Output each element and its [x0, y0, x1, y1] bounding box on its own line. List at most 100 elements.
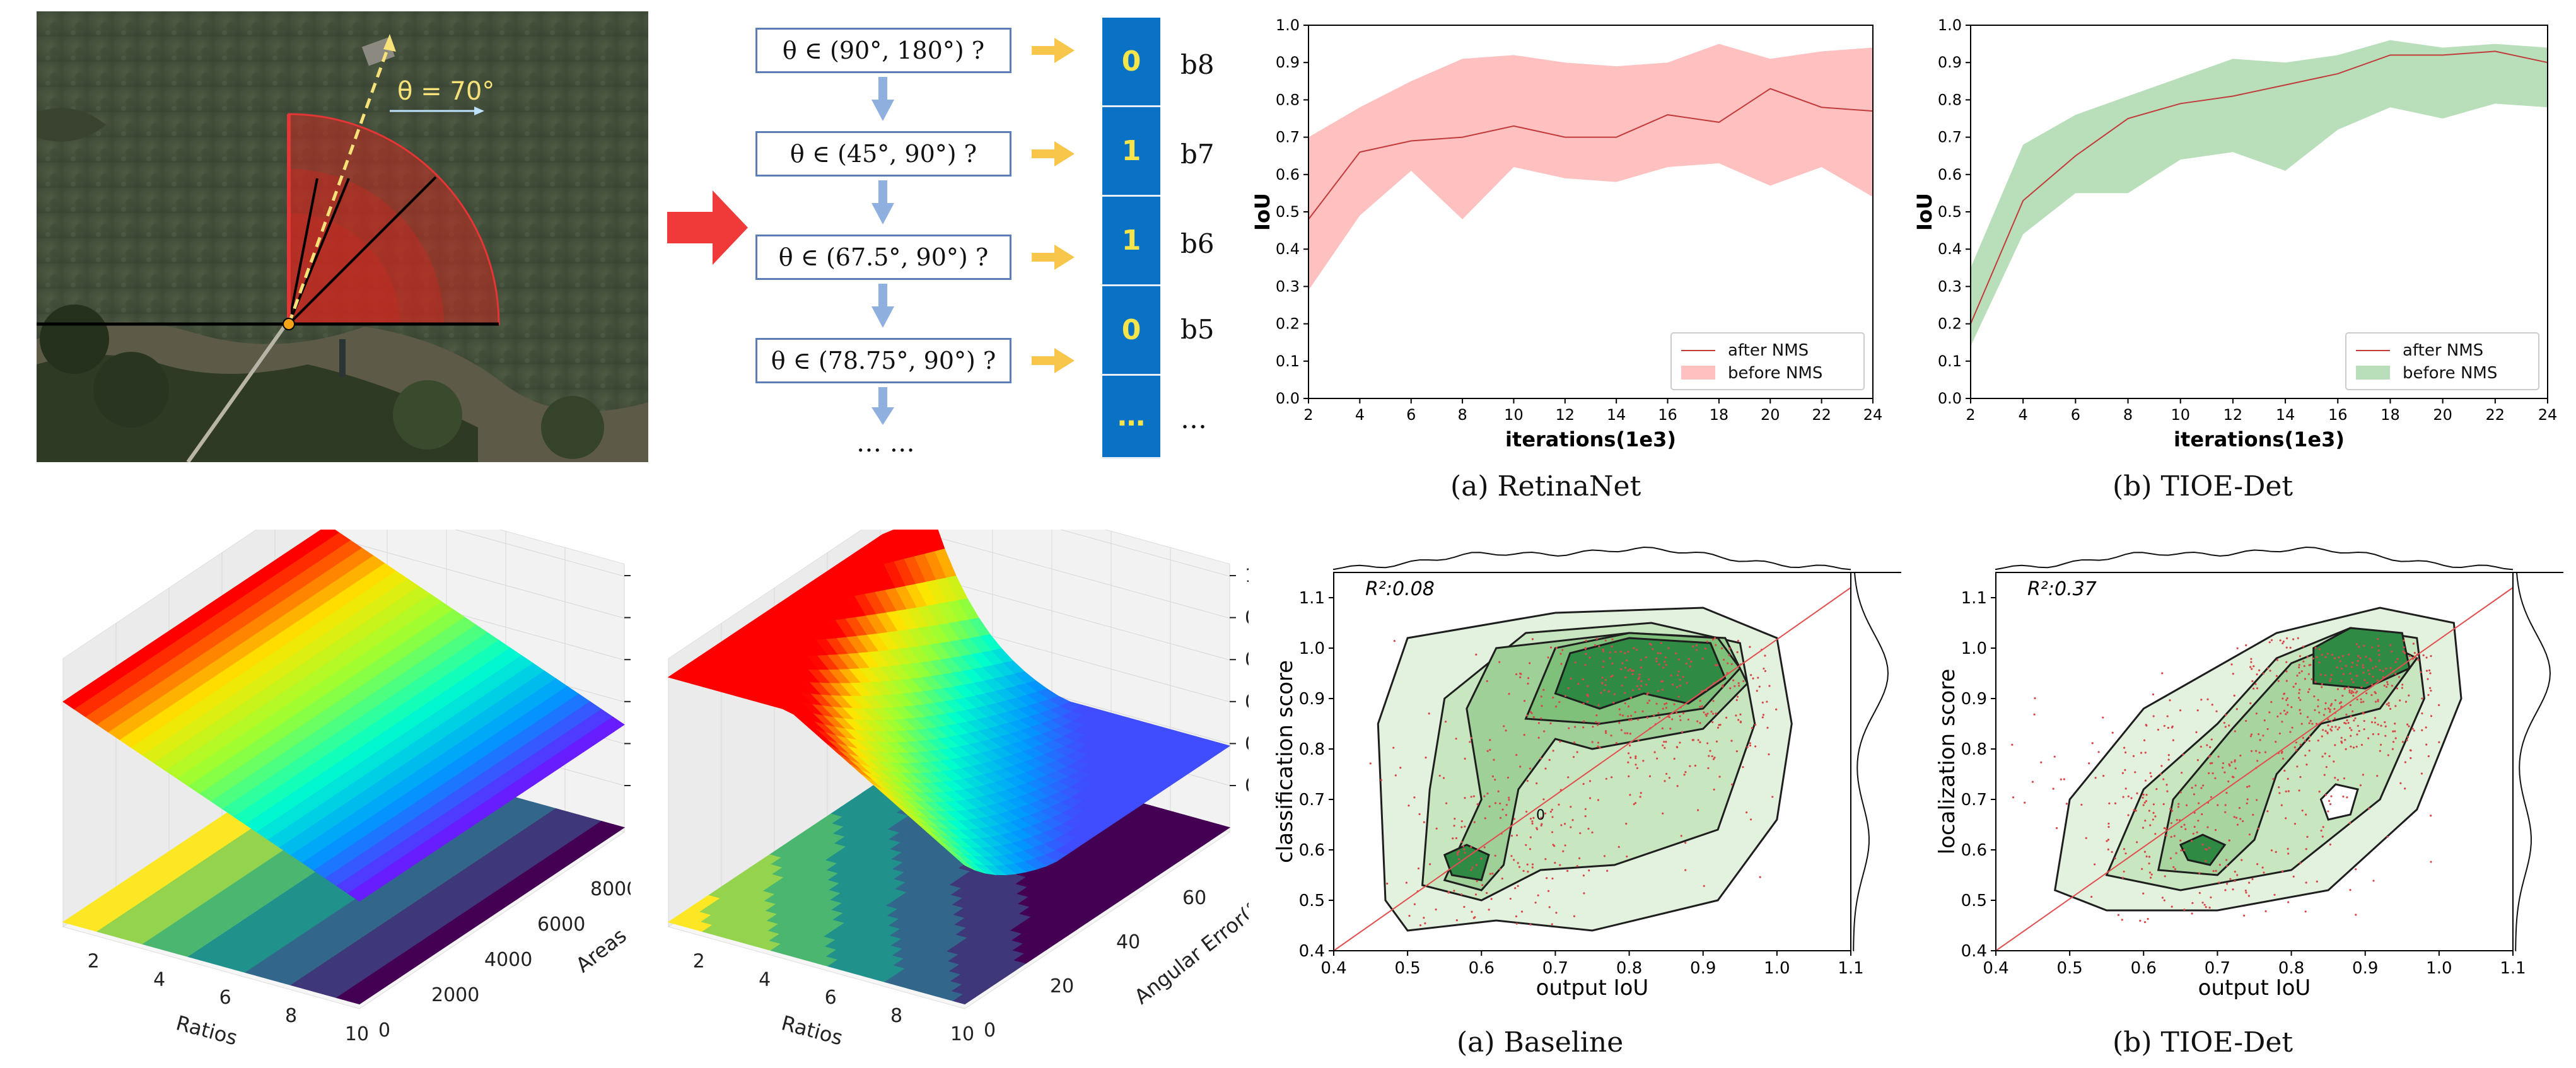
y-tick-label: 0.9	[1299, 690, 1325, 709]
scatter-point	[2206, 744, 2208, 746]
scatter-point	[2145, 800, 2148, 803]
scatter-point	[1756, 690, 1758, 692]
scatter-point	[1662, 707, 1664, 710]
scatter-point	[2170, 821, 2173, 825]
x-axis-label: Ratios	[173, 1011, 240, 1050]
scatter-point	[1706, 712, 1709, 715]
scatter-point	[1559, 864, 1561, 866]
scatter-point	[2300, 670, 2303, 673]
marginal-top-density	[1995, 547, 2514, 571]
scatter-point	[2145, 855, 2148, 858]
x-tick-label: 0.4	[1320, 959, 1346, 978]
scatter-point	[2374, 721, 2377, 724]
scatter-point	[1629, 757, 1632, 759]
scatter-point	[1592, 726, 1594, 728]
scatter-point	[1613, 693, 1616, 695]
scatter-point	[1665, 741, 1667, 743]
scatter-point	[2350, 690, 2353, 692]
scatter-point	[2306, 835, 2309, 839]
scatter-point	[2261, 866, 2264, 869]
scatter-point	[1722, 658, 1725, 661]
scatter-point	[2200, 699, 2203, 701]
scatter-point	[2379, 669, 2381, 671]
scatter-point	[1664, 746, 1666, 749]
scatter-point	[1418, 813, 1421, 816]
scatter-point	[2325, 765, 2328, 769]
scatter-point	[2355, 745, 2358, 748]
scatter-point	[2226, 883, 2229, 885]
scatter-point	[2275, 741, 2277, 743]
scatter-point	[2283, 693, 2285, 695]
scatter-point	[1453, 825, 1455, 827]
scatter-point	[2080, 803, 2083, 806]
scatter-point	[2224, 811, 2227, 813]
scatter-point	[1696, 649, 1698, 651]
scatter-point	[2347, 686, 2350, 688]
scatter-point	[1517, 862, 1519, 864]
scatter-point	[2321, 835, 2324, 838]
y-tick-label: 6000	[537, 914, 585, 936]
y-tick-label: 0.4	[1961, 942, 1987, 961]
scatter-point	[1665, 664, 1667, 666]
scatter-point	[1611, 675, 1614, 677]
scatter-point	[1585, 653, 1587, 655]
scatter-point	[1508, 796, 1510, 799]
scatter-point	[1620, 668, 1623, 671]
scatter-point	[2380, 724, 2382, 727]
scatter-point	[2052, 787, 2054, 790]
scatter-point	[2313, 695, 2316, 698]
y-tick-label: 1.1	[1961, 589, 1987, 608]
scatter-point	[1493, 758, 1495, 761]
scatter-tioe: 0.4 0.5 0.6 0.7 0.8 0.9 1.0 1.1 0.4 0.5 0.6 0.7 0.8 0…	[1935, 547, 2563, 1001]
plot-frame	[1995, 572, 2514, 951]
x-tick-label: 16	[1658, 406, 1677, 424]
scatter-point	[2160, 765, 2163, 767]
scatter-point	[1751, 727, 1753, 729]
scatter-point	[2355, 643, 2358, 646]
scatter-point	[1728, 647, 1731, 650]
scatter-point	[2383, 684, 2386, 687]
scatter-point	[1625, 659, 1628, 662]
scatter-point	[1662, 666, 1665, 669]
scatter-point	[2136, 792, 2138, 794]
scatter-point	[1474, 916, 1476, 919]
scatter-point	[2255, 712, 2258, 715]
scatter-point	[2088, 762, 2090, 765]
scatter-point	[1645, 683, 1648, 686]
scatter-point	[2107, 822, 2110, 825]
y-tick-label: 1.0	[1961, 639, 1987, 658]
scatter-point	[2417, 659, 2420, 661]
scatter-point	[2363, 728, 2365, 731]
scatter-point	[2343, 777, 2346, 780]
y-tick-label: 0.8	[1299, 740, 1325, 759]
scatter-point	[2404, 700, 2408, 703]
scatter-point	[2282, 697, 2284, 700]
x-tick-label: 24	[2538, 406, 2558, 424]
scatter-point	[1554, 861, 1556, 864]
scatter-point	[1544, 858, 1547, 861]
scatter-point	[1624, 652, 1626, 654]
scatter-point	[2229, 878, 2232, 880]
y-tick-label: 0.3	[1276, 277, 1300, 295]
scatter-point	[2299, 862, 2302, 864]
x-tick-label: 2	[693, 950, 705, 972]
scatter-point	[1628, 719, 1631, 722]
scatter-point	[1758, 685, 1761, 688]
scatter-point	[2402, 650, 2404, 653]
scatter-point	[1456, 853, 1459, 856]
scatter-point	[1670, 674, 1672, 676]
scatter-point	[2281, 721, 2283, 723]
scatter-point	[2214, 828, 2217, 832]
scatter-point	[1742, 766, 1744, 769]
scatter-point	[1609, 651, 1611, 654]
scatter-point	[2316, 656, 2318, 658]
scatter-point	[2302, 646, 2305, 648]
scatter-point	[1463, 848, 1466, 850]
scatter-point	[1393, 640, 1396, 642]
scatter-point	[2302, 660, 2305, 663]
scatter-point	[2293, 823, 2297, 825]
scatter-point	[1621, 714, 1624, 717]
scatter-point	[1380, 779, 1382, 782]
scatter-point	[2212, 772, 2214, 775]
scatter-point	[2345, 722, 2347, 725]
